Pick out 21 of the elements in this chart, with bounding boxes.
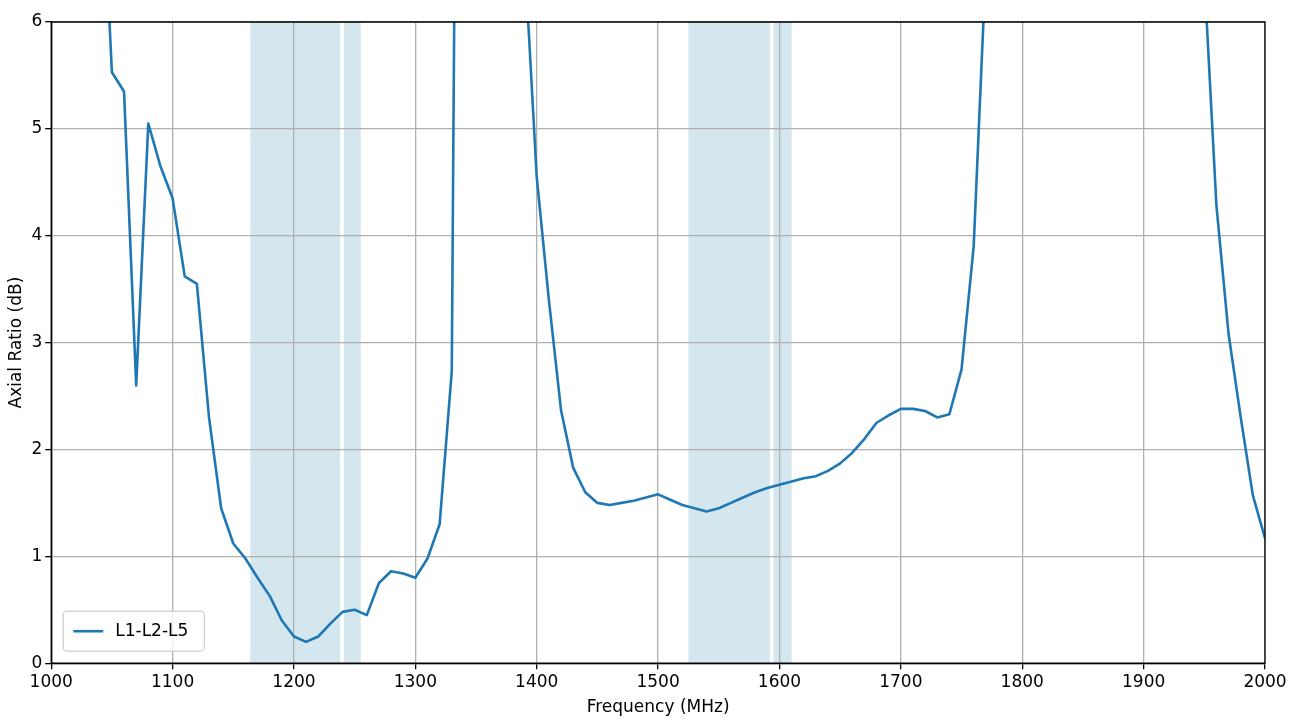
y-tick-label: 6	[31, 10, 43, 31]
x-tick-label: 1700	[879, 670, 923, 691]
x-axis-title: Frequency (MHz)	[586, 696, 730, 717]
x-tick-label: 1000	[29, 670, 73, 691]
x-tick-label: 1200	[272, 670, 316, 691]
y-tick-label: 1	[31, 544, 43, 565]
x-tick-label: 1800	[1000, 670, 1044, 691]
x-tick-label: 1400	[515, 670, 559, 691]
x-tick-label: 2000	[1243, 670, 1287, 691]
y-tick-label: 2	[31, 437, 43, 458]
x-tick-label: 1500	[636, 670, 680, 691]
y-axis-title: Axial Ratio (dB)	[4, 276, 25, 409]
x-tick-label: 1600	[757, 670, 802, 691]
x-tick-label: 1100	[150, 670, 195, 691]
y-tick-label: 5	[31, 117, 43, 138]
y-tick-label: 3	[31, 331, 43, 352]
x-tick-label: 1900	[1121, 670, 1166, 691]
legend-label: L1-L2-L5	[115, 619, 189, 640]
y-tick-label: 4	[31, 224, 43, 245]
y-tick-label: 0	[31, 651, 43, 672]
x-tick-label: 1300	[393, 670, 437, 691]
